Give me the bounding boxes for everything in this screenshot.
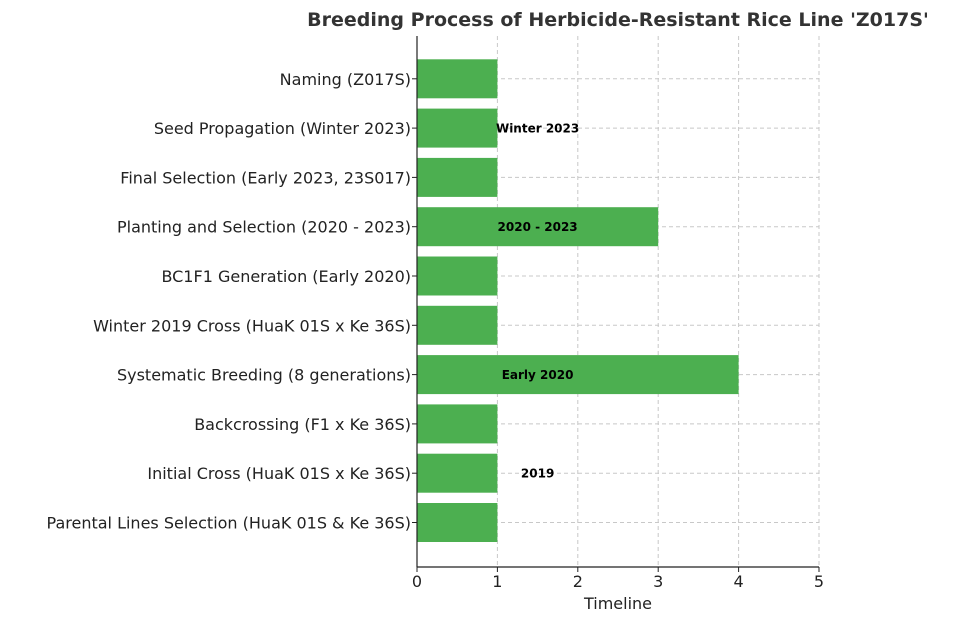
bar-1 bbox=[417, 503, 498, 542]
category-label: Naming (Z017S) bbox=[280, 70, 411, 89]
category-label: Winter 2019 Cross (HuaK 01S x Ke 36S) bbox=[93, 316, 411, 335]
x-tick-label: 5 bbox=[814, 572, 824, 591]
chart-title: Breeding Process of Herbicide-Resistant … bbox=[307, 9, 929, 31]
annotations: 2019 Early 2020 2020 - 2023 Winter 2023 bbox=[496, 122, 579, 481]
bar-annotation: 2019 bbox=[521, 467, 554, 481]
bar-annotation: Winter 2023 bbox=[496, 122, 579, 136]
bar-5 bbox=[417, 305, 498, 345]
x-tick-label: 0 bbox=[412, 572, 422, 591]
category-label: Planting and Selection (2020 - 2023) bbox=[117, 218, 411, 237]
category-label: Initial Cross (HuaK 01S x Ke 36S) bbox=[147, 464, 411, 483]
bar-4 bbox=[417, 355, 739, 395]
x-axis-label: Timeline bbox=[583, 594, 652, 613]
bar-annotation: Early 2020 bbox=[502, 368, 574, 382]
bar-10 bbox=[417, 59, 498, 99]
category-label: BC1F1 Generation (Early 2020) bbox=[161, 267, 411, 286]
x-tick-label: 2 bbox=[573, 572, 583, 591]
x-tick-labels: 0 1 2 3 4 5 bbox=[412, 567, 824, 591]
bar-9 bbox=[417, 108, 498, 148]
x-tick-label: 1 bbox=[492, 572, 502, 591]
bar-8 bbox=[417, 157, 498, 197]
bar-2 bbox=[417, 453, 498, 493]
category-label: Backcrossing (F1 x Ke 36S) bbox=[194, 415, 411, 434]
category-label: Parental Lines Selection (HuaK 01S & Ke … bbox=[47, 514, 411, 533]
bar-annotation: 2020 - 2023 bbox=[498, 220, 578, 234]
bar-3 bbox=[417, 404, 498, 444]
x-tick-label: 4 bbox=[734, 572, 744, 591]
bars-group bbox=[417, 59, 739, 542]
category-label: Systematic Breeding (8 generations) bbox=[117, 366, 411, 385]
axes bbox=[416, 36, 819, 568]
category-label: Final Selection (Early 2023, 23S017) bbox=[120, 168, 411, 187]
category-label: Seed Propagation (Winter 2023) bbox=[154, 119, 411, 138]
x-tick-label: 3 bbox=[653, 572, 663, 591]
bar-7 bbox=[417, 207, 659, 247]
category-labels: Parental Lines Selection (HuaK 01S & Ke … bbox=[47, 70, 417, 533]
bar-6 bbox=[417, 256, 498, 296]
